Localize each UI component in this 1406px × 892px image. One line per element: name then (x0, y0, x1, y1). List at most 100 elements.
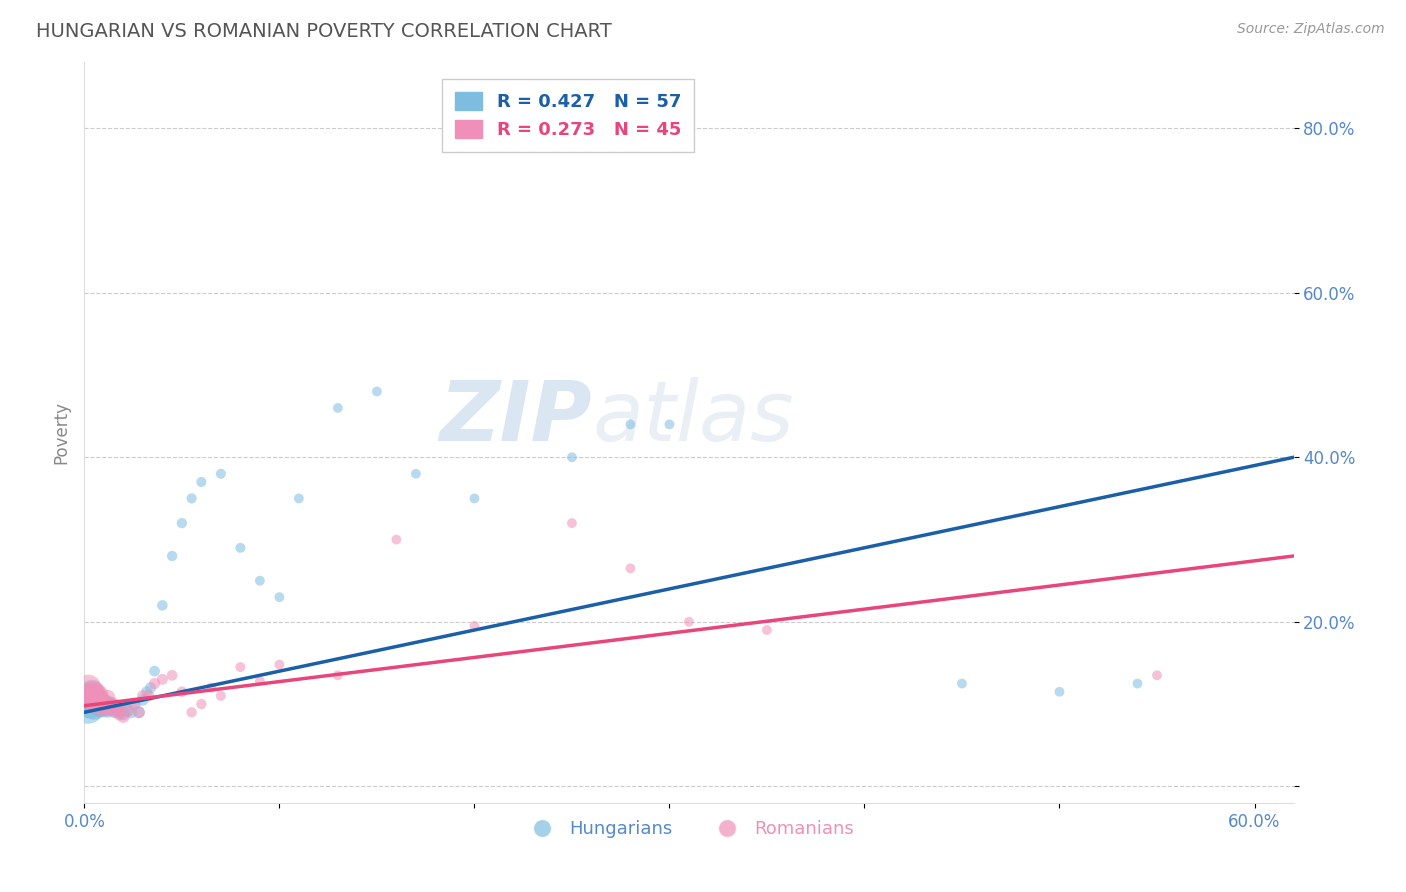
Point (103, 704, 125, 718)
Point (366, 384, 388, 399)
Point (94, 695, 117, 709)
Point (122, 697, 145, 711)
Point (150, 599, 173, 613)
Point (150, 673, 173, 687)
Point (84, 697, 107, 711)
Point (84, 685, 107, 699)
Point (87, 692, 110, 706)
Point (1146, 668, 1168, 682)
Text: HUNGARIAN VS ROMANIAN POVERTY CORRELATION CHART: HUNGARIAN VS ROMANIAN POVERTY CORRELATIO… (37, 22, 612, 41)
Point (77, 701, 100, 715)
Y-axis label: Poverty: Poverty (52, 401, 70, 464)
Point (98, 701, 121, 715)
Point (104, 704, 127, 718)
Point (180, 491, 202, 506)
Point (128, 706, 150, 720)
Point (132, 689, 155, 703)
Point (132, 693, 155, 707)
Point (190, 697, 212, 711)
Point (84, 690, 107, 705)
Point (87, 698, 110, 713)
Point (678, 615, 700, 629)
Point (1049, 685, 1071, 699)
Point (209, 689, 232, 703)
Point (107, 703, 129, 717)
Point (138, 689, 160, 703)
Point (97, 698, 120, 713)
Point (755, 623, 778, 637)
Point (229, 660, 252, 674)
Point (326, 668, 349, 682)
Point (108, 706, 131, 721)
Point (128, 706, 150, 720)
Point (658, 417, 681, 432)
Point (93, 697, 115, 711)
Point (79, 697, 101, 711)
Point (94, 700, 117, 714)
Point (405, 467, 427, 481)
Point (112, 706, 135, 721)
Point (83, 693, 105, 707)
Point (82, 685, 104, 699)
Point (110, 701, 132, 715)
Point (89, 701, 111, 715)
Point (170, 516, 193, 530)
Point (269, 657, 291, 672)
Point (93, 702, 115, 716)
Point (108, 706, 131, 720)
Point (561, 450, 583, 465)
Point (209, 467, 232, 481)
Point (117, 704, 139, 718)
Point (117, 704, 139, 718)
Point (82, 685, 104, 699)
Point (89, 695, 111, 709)
Point (249, 674, 271, 689)
Point (112, 709, 135, 723)
Text: ZIP: ZIP (440, 377, 592, 458)
Point (326, 401, 349, 415)
Point (79, 689, 101, 703)
Point (90, 694, 112, 708)
Point (288, 491, 311, 506)
Point (87, 689, 110, 703)
Point (82, 693, 104, 707)
Point (84, 697, 107, 711)
Point (77, 681, 100, 695)
Point (100, 701, 122, 715)
Point (143, 664, 166, 678)
Point (160, 668, 183, 682)
Point (190, 475, 212, 489)
Point (94, 701, 117, 715)
Point (160, 549, 183, 563)
Point (90, 701, 112, 715)
Point (143, 676, 166, 690)
Point (135, 685, 157, 699)
Point (104, 700, 127, 714)
Point (229, 541, 252, 555)
Point (619, 417, 641, 432)
Point (1126, 676, 1149, 690)
Point (269, 590, 291, 604)
Point (463, 491, 485, 506)
Point (82, 693, 104, 707)
Point (139, 681, 162, 695)
Point (249, 574, 271, 588)
Point (90, 698, 112, 713)
Point (950, 676, 973, 690)
Point (83, 701, 105, 715)
Point (124, 697, 146, 711)
Point (97, 703, 120, 717)
Point (97, 690, 120, 705)
Point (180, 706, 202, 720)
Point (79, 689, 101, 703)
Point (619, 561, 641, 575)
Point (89, 687, 111, 701)
Point (385, 533, 408, 547)
Text: atlas: atlas (592, 377, 794, 458)
Legend: Hungarians, Romanians: Hungarians, Romanians (517, 814, 860, 846)
Point (107, 701, 129, 715)
Point (463, 619, 485, 633)
Text: Source: ZipAtlas.com: Source: ZipAtlas.com (1237, 22, 1385, 37)
Point (93, 695, 115, 709)
Point (89, 692, 111, 706)
